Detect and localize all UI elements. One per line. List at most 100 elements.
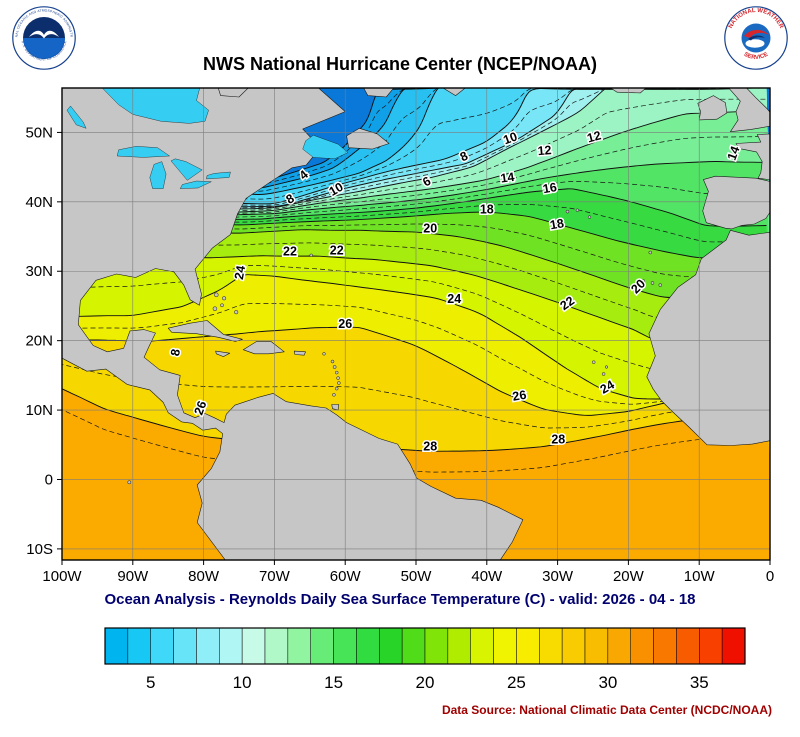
colorbar-cell bbox=[424, 627, 449, 665]
landmass bbox=[697, 95, 728, 121]
contour-label: 26 bbox=[511, 388, 527, 404]
x-tick-label: 10W bbox=[684, 568, 716, 585]
noaa-logo: NATIONAL OCEANIC AND ATMOSPHERIC ADMINIS… bbox=[12, 6, 76, 70]
colorbar-cell bbox=[470, 627, 494, 665]
contour-label: 12 bbox=[586, 128, 603, 145]
island bbox=[565, 209, 570, 214]
landmass bbox=[442, 88, 466, 96]
island bbox=[322, 352, 326, 356]
colorbar-tick-label: 20 bbox=[416, 673, 435, 692]
landmass bbox=[728, 88, 770, 133]
colorbar-cell bbox=[287, 627, 311, 665]
lake bbox=[116, 146, 171, 158]
island bbox=[332, 393, 336, 397]
y-tick-label: 20N bbox=[25, 333, 53, 350]
colorbar-cell bbox=[516, 627, 540, 665]
contour-label: 24 bbox=[232, 264, 248, 280]
lake bbox=[149, 161, 167, 189]
contour-label: 26 bbox=[192, 399, 210, 417]
island bbox=[336, 376, 340, 380]
nws-logo: NATIONAL WEATHER SERVICE bbox=[724, 6, 788, 70]
island bbox=[214, 292, 219, 298]
x-tick-label: 20W bbox=[613, 568, 645, 585]
contour-label: 12 bbox=[537, 143, 552, 158]
lake bbox=[101, 88, 209, 124]
colorbar-cell bbox=[584, 627, 609, 665]
data-source: Data Source: National Climatic Data Cent… bbox=[441, 703, 772, 717]
colorbar-cell bbox=[607, 627, 631, 665]
island bbox=[650, 281, 655, 285]
colorbar-cell bbox=[356, 627, 380, 665]
landmass bbox=[646, 230, 770, 446]
colorbar-cell bbox=[173, 627, 197, 665]
colorbar-tick-label: 5 bbox=[146, 673, 155, 692]
x-tick-label: 30W bbox=[542, 568, 574, 585]
colorbar-tick-label: 30 bbox=[598, 673, 617, 692]
colorbar-tick-label: 25 bbox=[507, 673, 526, 692]
x-tick-label: 40W bbox=[471, 568, 503, 585]
nws-bird-wing bbox=[748, 35, 765, 41]
x-tick-label: 50W bbox=[401, 568, 433, 585]
x-tick-label: 100W bbox=[42, 568, 82, 585]
colorbar-tick-label: 10 bbox=[233, 673, 252, 692]
colorbar-cell bbox=[401, 627, 426, 665]
x-tick-label: 90W bbox=[117, 568, 149, 585]
colorbar-tick-label: 35 bbox=[690, 673, 709, 692]
landmass bbox=[217, 88, 249, 98]
island bbox=[127, 480, 132, 485]
colorbar-cell bbox=[721, 627, 746, 665]
colorbar-cell bbox=[264, 627, 289, 665]
y-tick-label: 40N bbox=[25, 194, 53, 211]
contour-label: 18 bbox=[549, 216, 565, 232]
island bbox=[334, 370, 339, 375]
y-tick-label: 30N bbox=[25, 263, 53, 280]
y-tick-label: 50N bbox=[25, 124, 53, 141]
nws-ring-text-bottom: SERVICE bbox=[743, 52, 770, 62]
landmass bbox=[363, 88, 395, 98]
island bbox=[648, 250, 653, 255]
contour-line bbox=[62, 388, 767, 452]
colorbar: 5 10 15 20 25 30 35 bbox=[104, 627, 746, 692]
island bbox=[234, 310, 239, 315]
nws-cloud bbox=[745, 39, 765, 48]
colorbar-cell bbox=[493, 627, 517, 665]
landmass bbox=[167, 320, 243, 342]
island bbox=[591, 360, 596, 364]
contour-label: 14 bbox=[500, 170, 516, 186]
landmass bbox=[346, 127, 390, 150]
x-tick-label: 0 bbox=[766, 568, 774, 585]
island bbox=[330, 359, 335, 364]
contour-label: 16 bbox=[542, 180, 558, 196]
colorbar-cell bbox=[561, 627, 586, 665]
island bbox=[658, 283, 663, 287]
island bbox=[309, 253, 313, 257]
island bbox=[337, 381, 341, 385]
lake bbox=[206, 171, 231, 180]
colorbar-cell bbox=[150, 627, 174, 665]
contour-label: 14 bbox=[725, 144, 743, 162]
contour-label: 22 bbox=[283, 244, 297, 258]
colorbar-cell bbox=[333, 627, 357, 665]
x-tick-label: 70W bbox=[259, 568, 291, 585]
colorbar-cell bbox=[310, 627, 334, 665]
landmass bbox=[215, 350, 231, 357]
colorbar-cell bbox=[241, 627, 266, 665]
noaa-sea bbox=[23, 38, 65, 59]
map-caption: Ocean Analysis - Reynolds Daily Sea Surf… bbox=[104, 591, 696, 608]
island bbox=[604, 365, 609, 369]
y-tick-label: 0 bbox=[45, 471, 53, 488]
y-tick-label: 10S bbox=[26, 541, 53, 558]
colorbar-cell bbox=[653, 627, 677, 665]
contour-label: 26 bbox=[338, 317, 352, 331]
colorbar-cell bbox=[127, 627, 151, 665]
contour-line bbox=[62, 326, 767, 416]
island bbox=[641, 279, 646, 283]
contour-label: 20 bbox=[423, 221, 437, 235]
colorbar-cell bbox=[104, 627, 129, 665]
contour-label: 18 bbox=[480, 203, 494, 217]
lake bbox=[302, 134, 349, 160]
colorbar-frame bbox=[104, 627, 746, 665]
